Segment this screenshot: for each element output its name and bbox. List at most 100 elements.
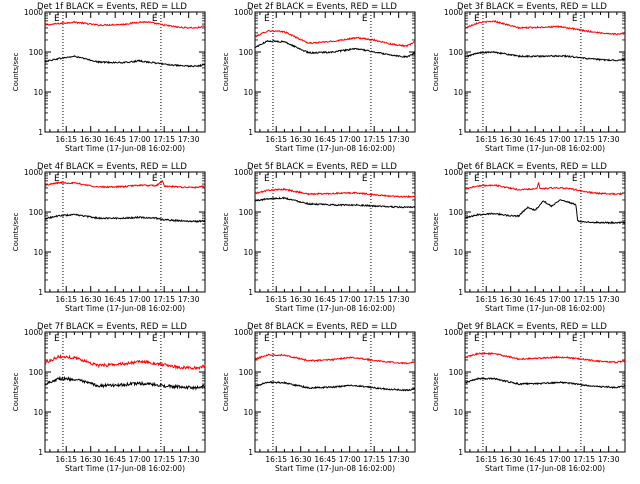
y-axis-label: Counts/sec [222,213,230,252]
event-marker-label: E [362,174,368,184]
event-marker-label: E [572,14,578,24]
x-tick-label: 16:30 [80,455,102,464]
y-axis-label: Counts/sec [12,213,20,252]
y-axis-label: Counts/sec [222,373,230,412]
detector-panel-1: Det 1f BLACK = Events, RED = LLD 1 10 100 10… [12,2,206,153]
detector-panel-4: Det 4f BLACK = Events, RED = LLD 1 10 100 10… [12,162,206,313]
y-tick-label: 1 [458,448,463,457]
x-tick-label: 16:45 [524,455,546,464]
x-axis-label: Start Time (17-Jun-08 16:02:00) [275,144,395,153]
event-marker-label: E [152,174,158,184]
x-tick-label: 16:15 [55,295,77,304]
detector-panel-7: Det 7f BLACK = Events, RED = LLD 1 10 100 10… [12,322,206,473]
series-red-line [44,20,206,30]
x-tick-label: 17:30 [598,135,620,144]
series-black-line [464,377,626,389]
series-black-line [44,55,206,68]
y-axis-label: Counts/sec [432,213,440,252]
y-tick-label: 100 [239,48,254,57]
series-black-line [254,380,416,392]
y-tick-label: 1 [38,448,43,457]
panel-title: Det 4f BLACK = Events, RED = LLD [37,162,187,172]
x-tick-label: 17:30 [598,295,620,304]
plot-frame [464,171,626,293]
y-tick-label: 1000 [444,168,463,177]
series-black-line [464,199,625,225]
x-tick-label: 17:00 [549,295,571,304]
y-tick-label: 1000 [444,328,463,337]
panel-title: Det 2f BLACK = Events, RED = LLD [247,2,397,12]
series-red-line [44,179,206,189]
detector-panel-5: Det 5f BLACK = Events, RED = LLD 1 10 100 10… [222,162,416,313]
y-tick-label: 10 [453,408,463,417]
series-black-line [254,39,416,59]
series-red-line [254,29,416,48]
y-tick-label: 1000 [234,8,253,17]
x-tick-label: 16:15 [475,135,497,144]
x-tick-label: 17:30 [178,455,200,464]
event-marker-label: E [264,174,270,184]
x-tick-label: 16:15 [55,455,77,464]
x-axis-label: Start Time (17-Jun-08 16:02:00) [485,144,605,153]
x-tick-label: 17:15 [573,295,595,304]
y-tick-label: 1000 [24,168,43,177]
x-tick-label: 16:30 [290,455,312,464]
x-tick-label: 16:30 [500,295,522,304]
event-marker-label: E [474,174,480,184]
y-tick-label: 1 [38,128,43,137]
y-tick-label: 1 [458,128,463,137]
plot-frame [254,11,416,133]
detector-panel-2: Det 2f BLACK = Events, RED = LLD 1 10 100 10… [222,2,416,153]
event-marker-label: E [54,174,60,184]
event-marker-label: E [152,14,158,24]
event-marker-label: E [264,14,270,24]
y-tick-label: 1 [458,288,463,297]
plot-frame [44,171,206,293]
x-tick-label: 16:45 [524,135,546,144]
y-tick-label: 10 [243,248,253,257]
event-marker-label: E [152,334,158,344]
series-red-line [254,353,416,365]
panel-title: Det 9f BLACK = Events, RED = LLD [457,322,607,332]
series-black-line [44,213,206,224]
y-tick-label: 1 [248,288,253,297]
y-tick-label: 100 [29,48,44,57]
x-tick-label: 17:30 [388,295,410,304]
x-axis-label: Start Time (17-Jun-08 16:02:00) [275,464,395,473]
x-axis-label: Start Time (17-Jun-08 16:02:00) [275,304,395,313]
x-tick-label: 16:45 [104,135,126,144]
x-axis-label: Start Time (17-Jun-08 16:02:00) [65,464,185,473]
y-axis-label: Counts/sec [12,53,20,92]
event-marker-label: E [572,334,578,344]
x-tick-label: 17:15 [363,295,385,304]
panel-title: Det 1f BLACK = Events, RED = LLD [37,2,187,12]
series-red-line [464,19,626,36]
x-tick-label: 16:30 [500,455,522,464]
x-axis-label: Start Time (17-Jun-08 16:02:00) [65,304,185,313]
x-tick-label: 17:00 [549,455,571,464]
x-tick-label: 17:15 [153,135,175,144]
x-tick-label: 16:15 [475,295,497,304]
x-axis-label: Start Time (17-Jun-08 16:02:00) [65,144,185,153]
event-marker-label: E [474,14,480,24]
x-tick-label: 17:30 [178,135,200,144]
y-tick-label: 10 [243,408,253,417]
x-tick-label: 17:15 [573,455,595,464]
panel-title: Det 3f BLACK = Events, RED = LLD [457,2,607,12]
plot-frame [464,11,626,133]
x-tick-label: 17:30 [178,295,200,304]
y-tick-label: 10 [453,248,463,257]
y-tick-label: 1000 [24,8,43,17]
x-tick-label: 16:30 [80,295,102,304]
series-black-line [254,196,416,209]
plot-frame [44,331,206,453]
panel-title: Det 6f BLACK = Events, RED = LLD [457,162,607,172]
plot-frame [464,331,626,453]
event-marker-label: E [572,174,578,184]
panel-title: Det 8f BLACK = Events, RED = LLD [247,322,397,332]
x-tick-label: 16:45 [104,295,126,304]
y-tick-label: 10 [453,88,463,97]
y-tick-label: 100 [449,48,464,57]
x-tick-label: 16:15 [265,135,287,144]
